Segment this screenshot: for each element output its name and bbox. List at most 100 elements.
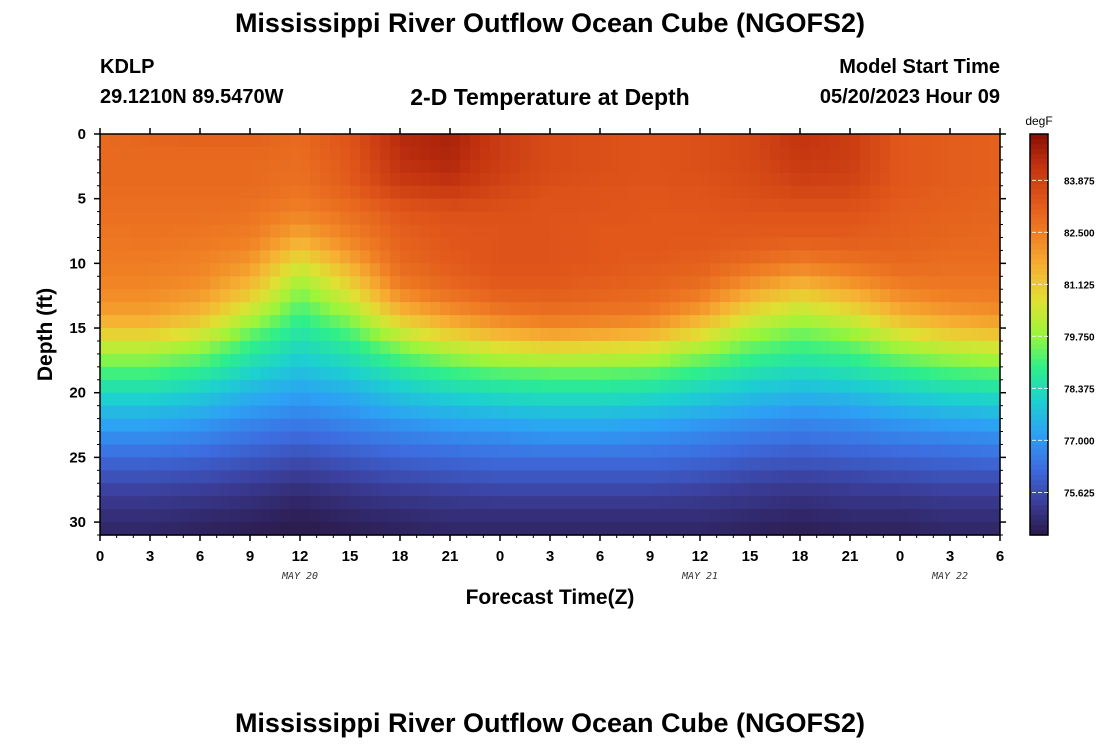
heatmap-cell [830,134,841,148]
heatmap-cell [410,250,421,264]
heatmap-cell [480,522,491,536]
heatmap-cell [680,224,691,239]
heatmap-cell [700,444,711,458]
heatmap-cell [990,276,1001,290]
heatmap-cell [440,496,451,510]
heatmap-cell [860,172,871,187]
heatmap-cell [560,224,571,239]
heatmap-cell [820,470,831,484]
heatmap-cell [910,483,921,497]
heatmap-cell [730,522,741,536]
heatmap-cell [720,431,731,446]
heatmap-cell [110,496,121,510]
heatmap-cell [130,522,141,536]
heatmap-cell [510,457,521,471]
heatmap-cell [320,315,331,329]
colorbar-segment [1030,279,1048,285]
heatmap-cell [400,418,411,433]
heatmap-cell [130,328,141,342]
heatmap-cell [400,457,411,471]
heatmap-cell [590,159,601,174]
heatmap-cell [940,470,951,484]
heatmap-cell [880,289,891,303]
heatmap-cell [260,509,271,523]
heatmap-cell [210,405,221,420]
heatmap-cell [560,340,571,355]
heatmap-cell [720,159,731,174]
heatmap-cell [350,444,361,458]
heatmap-cell [700,276,711,290]
heatmap-cell [170,250,181,264]
heatmap-cell [890,289,901,303]
heatmap-cell [610,237,621,252]
colorbar-segment [1030,349,1048,356]
heatmap-cell [330,366,341,381]
heatmap-cell [590,405,601,420]
heatmap-cell [270,146,281,161]
heatmap-cell [400,276,411,290]
heatmap-cell [960,470,971,484]
heatmap-cell [670,159,681,174]
heatmap-cell [370,276,381,290]
heatmap-cell [690,302,701,316]
heatmap-cell [430,134,441,148]
heatmap-cell [290,146,301,161]
heatmap-cell [720,146,731,161]
heatmap-cell [830,522,841,536]
heatmap-cell [560,392,571,407]
heatmap-cell [340,146,351,161]
heatmap-cell [500,353,511,368]
heatmap-cell [380,496,391,510]
colorbar-segment [1030,154,1048,160]
heatmap-cell [950,134,961,148]
heatmap-cell [850,366,861,381]
heatmap-cell [890,366,901,381]
heatmap-cell [100,289,111,303]
heatmap-cell [710,522,721,536]
colorbar-segment [1030,369,1048,376]
heatmap-cell [140,379,151,394]
heatmap-cell [520,224,531,239]
heatmap-cell [370,379,381,394]
heatmap-cell [360,418,371,433]
heatmap-cell [530,263,541,277]
heatmap-cell [450,340,461,355]
heatmap-cell [540,237,551,252]
heatmap-cell [190,237,201,252]
heatmap-cell [400,146,411,161]
heatmap-cell [840,159,851,174]
heatmap-cell [450,431,461,446]
heatmap-cell [510,237,521,252]
heatmap-cell [340,289,351,303]
heatmap-cell [290,237,301,252]
heatmap-cell [280,444,291,458]
heatmap-cell [980,211,991,226]
heatmap-cell [800,198,811,213]
heatmap-cell [950,328,961,342]
heatmap-cell [900,483,911,497]
heatmap-cell [100,224,111,239]
heatmap-cell [760,483,771,497]
heatmap-cell [500,379,511,394]
heatmap-cell [980,509,991,523]
heatmap-cell [570,134,581,148]
heatmap-cell [860,224,871,239]
heatmap-cell [970,224,981,239]
heatmap-cell [630,366,641,381]
heatmap-cell [750,289,761,303]
heatmap-cell [650,509,661,523]
colorbar-segment [1030,419,1048,426]
heatmap-cell [590,522,601,536]
heatmap-cell [910,172,921,187]
heatmap-cell [690,172,701,187]
heatmap-cell [900,496,911,510]
heatmap-cell [600,224,611,239]
heatmap-cell [580,250,591,264]
heatmap-cell [400,224,411,239]
heatmap-cell [670,509,681,523]
colorbar-tick-label: 75.625 [1064,488,1095,499]
heatmap-cell [250,276,261,290]
heatmap-cell [470,418,481,433]
heatmap-cell [330,340,341,355]
heatmap-cell [490,250,501,264]
